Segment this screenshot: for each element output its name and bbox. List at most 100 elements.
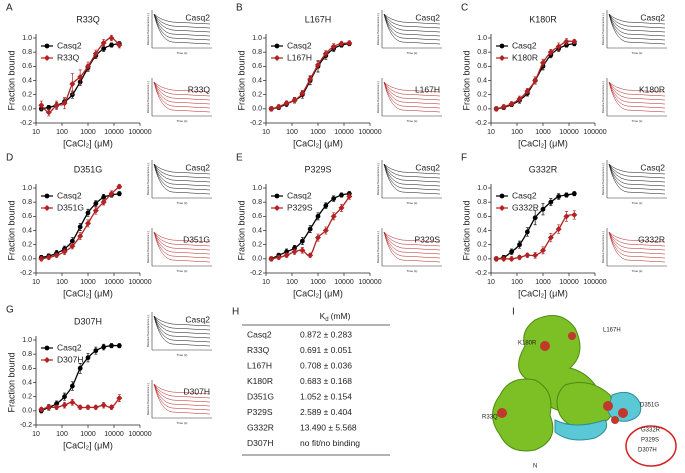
x-tick-label: 100 bbox=[511, 129, 523, 136]
inset-trace bbox=[608, 163, 666, 179]
inset-x-label: Time (s) bbox=[407, 119, 418, 123]
data-point bbox=[38, 102, 45, 109]
data-point bbox=[92, 50, 99, 57]
x-tick-label: 10 bbox=[487, 279, 495, 286]
data-point bbox=[299, 247, 306, 254]
data-point bbox=[69, 383, 75, 389]
inset-label: Casq2 bbox=[415, 12, 440, 22]
inset-trace bbox=[383, 13, 441, 45]
data-point bbox=[346, 39, 353, 46]
y-tick-label: 0.4 bbox=[477, 77, 487, 84]
inset-x-label: Time (s) bbox=[177, 51, 188, 55]
y-tick-label: 0.6 bbox=[22, 63, 32, 70]
data-point bbox=[109, 343, 114, 349]
data-point bbox=[548, 199, 554, 205]
inset-trace bbox=[608, 231, 666, 251]
inset-label: D307H bbox=[184, 386, 210, 396]
data-point bbox=[540, 247, 546, 254]
inset-trace bbox=[608, 13, 666, 45]
y-tick-label: 0.6 bbox=[477, 63, 487, 70]
residue bbox=[618, 408, 628, 418]
data-point bbox=[116, 183, 123, 190]
inset-trace bbox=[608, 231, 666, 255]
table-cell: 0.872 ± 0.283 bbox=[300, 329, 352, 339]
x-tick-label: 10000 bbox=[104, 279, 124, 286]
data-point bbox=[307, 226, 313, 232]
inset-y-label: Relative fluorescence (-) bbox=[376, 231, 380, 264]
inset-x-label: Time (s) bbox=[632, 201, 643, 205]
data-point bbox=[291, 97, 298, 104]
legend-marker bbox=[274, 55, 280, 61]
legend-marker bbox=[274, 43, 280, 49]
inset-y-label: Relative fluorescence (-) bbox=[601, 231, 605, 264]
inset-label: G332R bbox=[638, 234, 665, 244]
chart-panel: G D307H -0.2 0.0 0.2 0.4 0.6 0.8 1.0 10 100 1000 100… bbox=[6, 305, 212, 450]
x-tick-label: 100 bbox=[286, 279, 298, 286]
x-axis-label: [CaCl₂] (μM) bbox=[518, 288, 568, 298]
inset-trace bbox=[153, 231, 211, 255]
table-cell: 13.490 ± 5.568 bbox=[300, 422, 357, 432]
table-cell: 2.589 ± 0.404 bbox=[300, 407, 352, 417]
data-point bbox=[53, 404, 60, 411]
inset-trace bbox=[153, 315, 211, 335]
chart-panel: D D351G -0.2 0.0 0.2 0.4 0.6 0.8 1.0 10 100 1000 100… bbox=[6, 153, 212, 298]
y-tick-label: -0.2 bbox=[475, 270, 487, 277]
inset-y-label: Relative fluorescence (-) bbox=[146, 231, 150, 264]
y-tick-label: 1.0 bbox=[22, 185, 32, 192]
y-tick-label: 1.0 bbox=[252, 35, 262, 42]
inset-trace bbox=[608, 231, 666, 243]
legend-label: Casq2 bbox=[57, 190, 82, 200]
inset-trace bbox=[608, 163, 666, 183]
data-point bbox=[564, 42, 569, 48]
data-point bbox=[524, 88, 531, 95]
legend-marker bbox=[274, 205, 280, 211]
y-tick-label: 0.2 bbox=[477, 242, 487, 249]
data-point bbox=[69, 243, 76, 250]
data-point bbox=[108, 404, 115, 411]
y-tick-label: 1.0 bbox=[252, 185, 262, 192]
x-tick-label: 10000 bbox=[559, 279, 579, 286]
data-point bbox=[547, 234, 554, 241]
tail-cyan bbox=[554, 419, 608, 441]
inset-trace bbox=[383, 81, 441, 113]
data-point bbox=[268, 255, 275, 262]
inset-trace bbox=[153, 163, 211, 187]
x-axis-label: [CaCl₂] (μM) bbox=[518, 138, 568, 148]
y-tick-label: -0.2 bbox=[250, 120, 262, 127]
data-point bbox=[85, 404, 91, 411]
x-tick-label: 100000 bbox=[583, 129, 606, 136]
data-point bbox=[108, 35, 115, 41]
y-tick-label: -0.2 bbox=[250, 270, 262, 277]
legend-marker bbox=[499, 55, 505, 61]
data-point bbox=[291, 248, 298, 255]
data-point bbox=[339, 192, 344, 198]
data-point bbox=[517, 242, 522, 248]
data-point bbox=[500, 103, 507, 110]
data-point bbox=[532, 252, 539, 259]
data-point bbox=[77, 224, 83, 230]
chart-title: L167H bbox=[305, 14, 332, 24]
data-point bbox=[315, 213, 321, 219]
y-axis-label: Fraction bound bbox=[6, 352, 16, 412]
data-point bbox=[92, 404, 99, 411]
y-tick-label: 1.0 bbox=[477, 35, 487, 42]
chart-panel: F G332R -0.2 0.0 0.2 0.4 0.6 0.8 1.0 10 100 1000 100… bbox=[461, 153, 667, 298]
y-tick-label: 0.0 bbox=[22, 256, 32, 263]
y-tick-label: 0.8 bbox=[22, 199, 32, 206]
residue-label: R33Q bbox=[482, 415, 498, 421]
inset-trace bbox=[153, 383, 211, 395]
data-point bbox=[307, 76, 314, 83]
inset-trace bbox=[153, 13, 211, 29]
inset-y-label: Relative fluorescence (-) bbox=[601, 13, 605, 46]
data-point bbox=[509, 249, 515, 255]
y-tick-label: 0.4 bbox=[477, 227, 487, 234]
data-point bbox=[556, 194, 562, 199]
legend-marker bbox=[499, 205, 505, 211]
inset-trace bbox=[383, 231, 441, 247]
x-tick-label: 1000 bbox=[535, 279, 551, 286]
inset-x-label: Time (s) bbox=[407, 201, 418, 205]
legend-label: P329S bbox=[287, 202, 313, 212]
y-tick-label: 0.0 bbox=[22, 408, 32, 415]
data-point bbox=[508, 255, 515, 262]
y-tick-label: -0.2 bbox=[20, 422, 32, 429]
